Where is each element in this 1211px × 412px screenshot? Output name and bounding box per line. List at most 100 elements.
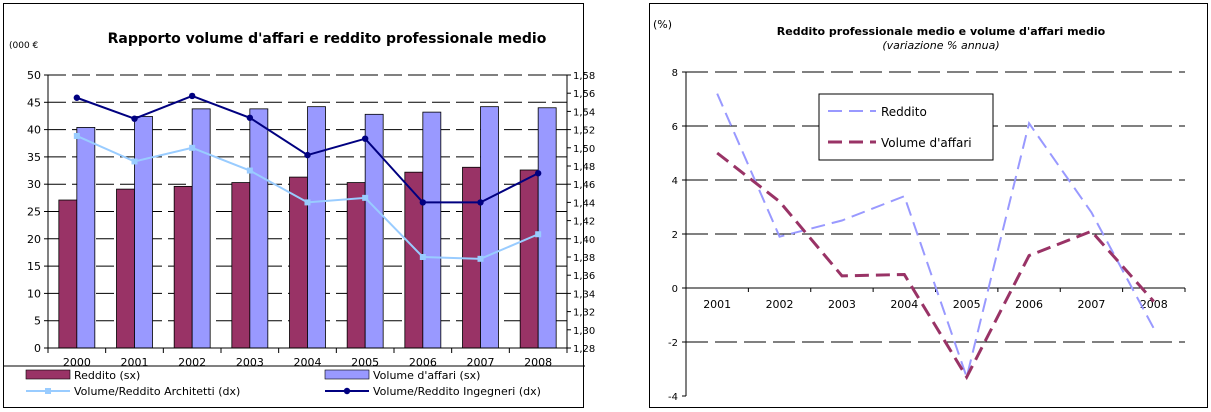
bar-volume-affari [480, 106, 499, 349]
right-axis-tick-label: 1,30 [573, 326, 595, 337]
x-axis-tick-label: 2004 [890, 298, 918, 311]
y-axis-tick-label: 2 [672, 230, 678, 241]
y-axis-tick-label: -4 [668, 392, 678, 403]
bar-reddito [346, 182, 366, 349]
y-axis-tick-label: 8 [672, 68, 678, 79]
point-ingegneri [246, 114, 254, 121]
y-axis-tick-label: 0 [672, 284, 678, 295]
right-axis-tick-label: 1,28 [573, 344, 595, 355]
x-axis-tick-label: 2004 [294, 356, 322, 369]
right-axis-tick-label: 1,50 [573, 144, 595, 155]
bar-volume-affari [307, 106, 326, 349]
legend-label-architetti: Volume/Reddito Architetti (dx) [74, 385, 240, 398]
y-axis-tick-label: 4 [672, 176, 678, 187]
y-axis-tick-label: 6 [672, 122, 678, 133]
series-line-reddito [716, 93, 1155, 381]
point-ingegneri [73, 94, 81, 101]
x-axis-tick-label: 2002 [766, 298, 794, 311]
point-ingegneri [361, 135, 369, 142]
x-axis-tick-label: 2001 [703, 298, 731, 311]
x-axis-tick-label: 2005 [953, 298, 981, 311]
right-axis-tick-label: 1,48 [573, 162, 595, 173]
chart-title: Rapporto volume d'affari e reddito profe… [108, 31, 547, 47]
chart-title: Reddito professionale medio e volume d'a… [777, 25, 1106, 38]
left-axis-tick-label: 10 [27, 287, 41, 300]
point-architetti [73, 132, 80, 139]
right-axis-tick-label: 1,32 [573, 308, 595, 319]
x-axis-tick-label: 2006 [409, 356, 437, 369]
legend-label-reddito: Reddito (sx) [74, 369, 140, 382]
combo-chart: Rapporto volume d'affari e reddito profe… [4, 31, 595, 398]
line-chart: Reddito professionale medio e volume d'a… [653, 18, 1186, 403]
series-line-volume-affari [716, 151, 1155, 381]
point-ingegneri [188, 92, 196, 100]
point-architetti [131, 158, 138, 165]
x-axis-tick-label: 2008 [524, 356, 552, 369]
legend-label-volume: Volume d'affari (sx) [373, 369, 480, 382]
legend-box [818, 93, 994, 161]
point-ingegneri [534, 170, 542, 177]
legend-swatch-volume [324, 369, 370, 380]
bar-volume-affari [191, 108, 211, 349]
left-axis-tick-label: 35 [27, 151, 41, 164]
bar-reddito [231, 182, 251, 349]
left-axis-tick-label: 5 [34, 315, 41, 328]
bar-volume-affari [537, 107, 557, 349]
left-axis-tick-label: 30 [27, 178, 41, 191]
left-axis-tick-label: 40 [27, 124, 41, 137]
y-axis-tick-label: -2 [668, 338, 678, 349]
left-chart-panel: Rapporto volume d'affari e reddito profe… [3, 3, 595, 408]
point-architetti [304, 199, 311, 206]
x-axis-tick-label: 2006 [1015, 298, 1043, 311]
point-ingegneri [131, 115, 138, 122]
bar-reddito [173, 185, 193, 349]
right-axis-tick-label: 1,42 [573, 217, 595, 228]
point-architetti [362, 194, 369, 201]
point-architetti [419, 254, 426, 260]
legend-label-reddito: Reddito [881, 105, 927, 119]
x-axis-tick-label: 2000 [63, 356, 91, 369]
point-ingegneri [477, 199, 484, 206]
left-axis-tick-label: 15 [27, 260, 41, 273]
point-architetti [189, 144, 196, 151]
bar-volume-affari [422, 111, 442, 349]
right-axis-tick-label: 1,34 [573, 289, 595, 300]
point-architetti [535, 231, 542, 238]
left-axis-tick-label: 50 [27, 69, 41, 82]
right-axis-tick-label: 1,44 [573, 198, 595, 209]
bar-reddito [116, 188, 135, 349]
chart-subtitle: (variazione % annua) [882, 39, 999, 52]
point-architetti [477, 255, 484, 262]
bar-volume-affari [134, 116, 153, 349]
left-axis-tick-label: 0 [34, 342, 41, 355]
x-axis-tick-label: 2007 [467, 356, 495, 369]
legend-marker-architetti [45, 388, 51, 394]
left-axis-tick-label: 25 [27, 206, 41, 219]
x-axis-tick-label: 2003 [236, 356, 264, 369]
right-chart-panel: Reddito professionale medio e volume d'a… [649, 3, 1208, 408]
y-axis-unit-label: (000 € [9, 41, 39, 51]
x-axis-tick-label: 2002 [178, 356, 206, 369]
y-axis-unit-label: (%) [653, 18, 672, 31]
x-axis-tick-label: 2005 [351, 356, 379, 369]
right-axis-tick-label: 1,46 [573, 180, 595, 191]
bar-reddito [519, 169, 539, 349]
right-axis-tick-label: 1,40 [573, 235, 595, 246]
right-axis-tick-label: 1,38 [573, 253, 595, 264]
right-axis-tick-label: 1,56 [573, 89, 595, 100]
x-axis-tick-label: 2001 [121, 356, 149, 369]
legend-label-volume-affari: Volume d'affari [881, 136, 972, 150]
bar-volume-affari [249, 108, 269, 349]
right-axis-tick-label: 1,54 [573, 107, 595, 118]
point-ingegneri [304, 151, 311, 159]
left-axis-tick-label: 20 [27, 233, 41, 246]
legend-marker-ingegneri [343, 387, 351, 395]
x-axis-tick-label: 2003 [828, 298, 856, 311]
right-axis-tick-label: 1,36 [573, 271, 595, 282]
x-axis-tick-label: 2008 [1140, 298, 1168, 311]
left-axis-tick-label: 45 [27, 96, 41, 109]
bar-volume-affari [76, 127, 96, 349]
right-axis-tick-label: 1,58 [573, 71, 595, 82]
x-axis-tick-label: 2007 [1077, 298, 1105, 311]
bar-reddito [58, 199, 78, 349]
